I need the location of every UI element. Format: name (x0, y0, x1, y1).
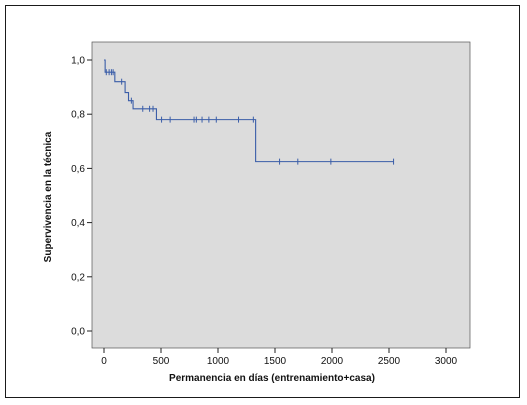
x-tick-label: 1500 (264, 356, 287, 367)
y-tick-label: 0,8 (71, 110, 85, 121)
y-tick-label: 0,2 (71, 272, 85, 283)
y-tick-label: 0,6 (71, 164, 85, 175)
series-group (104, 59, 395, 165)
x-tick-label: 2500 (378, 356, 401, 367)
x-tick-label: 0 (101, 356, 107, 367)
x-tick-label: 500 (153, 356, 170, 367)
x-tick-label: 3000 (435, 356, 458, 367)
survival-step-line (104, 59, 394, 163)
y-axis-title: Supervivencia en la técnica (43, 131, 54, 262)
y-tick-label: 1,0 (71, 56, 85, 67)
x-tick-label: 1000 (207, 356, 230, 367)
y-axis: 0,0 0,2 0,4 0,6 0,8 1,0 (71, 56, 92, 338)
y-tick-label: 0,0 (71, 327, 85, 338)
plot-area (91, 41, 471, 349)
y-tick-label: 0,4 (71, 218, 85, 229)
x-axis-title: Permanencia en días (entrenamiento+casa) (169, 373, 375, 384)
x-axis: 0 500 1000 1500 2000 2500 3000 (101, 348, 458, 367)
x-tick-label: 2000 (321, 356, 344, 367)
